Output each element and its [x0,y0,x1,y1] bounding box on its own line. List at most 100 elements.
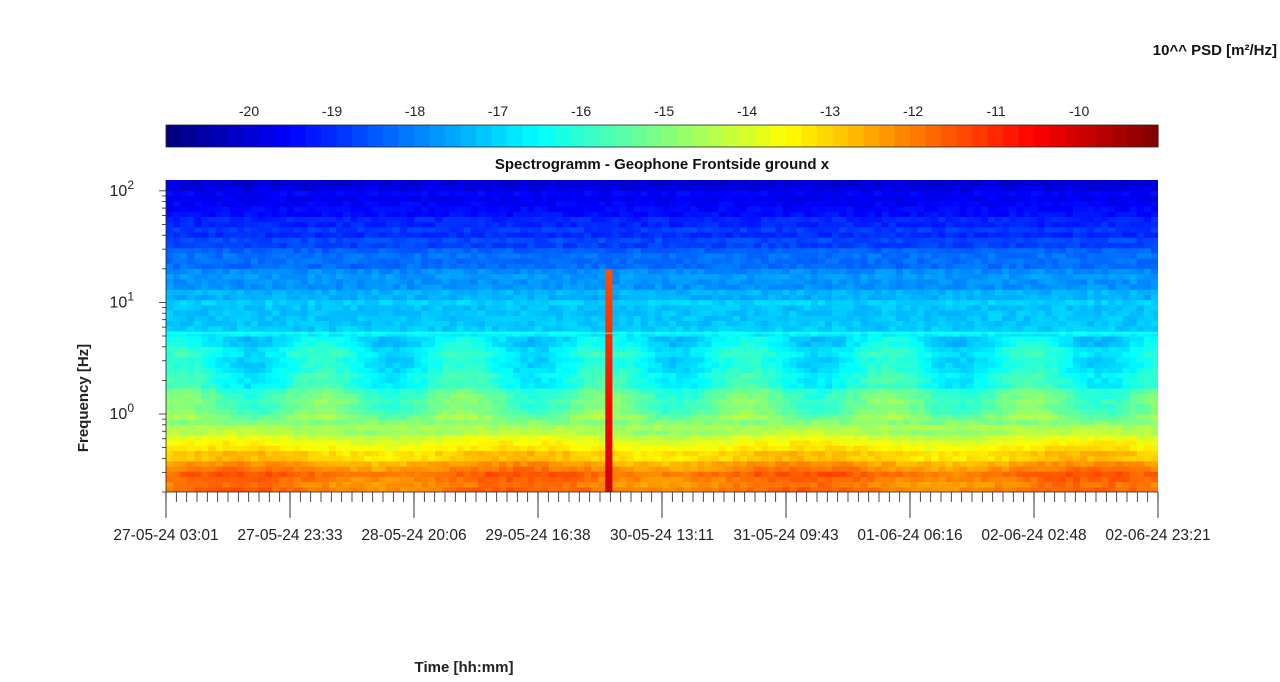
spectrogram-cell [272,352,280,358]
spectrogram-cell [520,227,528,233]
spectrogram-cell [414,201,422,207]
spectrogram-cell [683,300,691,306]
spectrogram-cell [329,196,337,202]
spectrogram-cell [244,190,252,196]
spectrogram-cell [676,435,684,441]
spectrogram-cell [286,216,294,222]
colorbar-segment [957,125,973,147]
spectrogram-cell [435,222,443,228]
spectrogram-cell [414,430,422,436]
spectrogram-cell [577,284,585,290]
spectrogram-cell [712,289,720,295]
spectrogram-cell [428,190,436,196]
spectrogram-cell [697,367,705,373]
colorbar-segment [507,125,523,147]
spectrogram-cell [364,300,372,306]
spectrogram-cell [520,476,528,482]
spectrogram-cell [648,430,656,436]
spectrogram-cell [428,222,436,228]
spectrogram-cell [457,201,465,207]
spectrogram-cell [322,268,330,274]
spectrogram-cell [329,456,337,462]
spectrogram-cell [627,404,635,410]
spectrogram-cell [442,461,450,467]
spectrogram-cell [563,294,571,300]
spectrogram-cell [683,185,691,191]
spectrogram-cell [449,305,457,311]
spectrogram-cell [357,216,365,222]
spectrogram-cell [676,388,684,394]
spectrogram-cell [180,440,188,446]
spectrogram-cell [705,263,713,269]
spectrogram-cell [364,352,372,358]
spectrogram-cell [379,326,387,332]
spectrogram-cell [336,227,344,233]
spectrogram-cell [315,263,323,269]
spectrogram-cell [733,435,741,441]
spectrogram-cell [641,248,649,254]
spectrogram-cell [350,237,358,243]
spectrogram-cell [322,414,330,420]
spectrogram-cell [407,305,415,311]
spectrogram-cell [478,341,486,347]
spectrogram-cell [194,450,202,456]
spectrogram-cell [556,227,564,233]
spectrogram-cell [435,289,443,295]
spectrogram-cell [506,326,514,332]
spectrogram-cell [627,445,635,451]
spectrogram-cell [435,482,443,488]
spectrogram-cell [414,409,422,415]
spectrogram-cell [726,237,734,243]
spectrogram-cell [343,310,351,316]
spectrogram-cell [407,404,415,410]
spectrogram-cell [619,456,627,462]
spectrogram-cell [634,398,642,404]
spectrogram-cell [534,378,542,384]
spectrogram-cell [279,279,287,285]
spectrogram-cell [612,336,620,342]
spectrogram-cell [286,294,294,300]
spectrogram-cell [648,196,656,202]
spectrogram-cell [173,440,181,446]
spectrogram-cell [577,268,585,274]
spectrogram-cell [336,253,344,259]
spectrogram-cell [457,211,465,217]
spectrogram-cell [393,190,401,196]
spectrogram-cell [457,326,465,332]
spectrogram-cell [173,180,181,186]
spectrogram-cell [457,180,465,186]
spectrogram-cell [286,336,294,342]
spectrogram-cell [322,320,330,326]
spectrogram-cell [542,284,550,290]
spectrogram-cell [570,383,578,389]
spectrogram-cell [180,419,188,425]
spectrogram-cell [173,445,181,451]
spectrogram-cell [549,398,557,404]
spectrogram-cell [705,242,713,248]
spectrogram-cell [393,378,401,384]
spectrogram-cell [336,185,344,191]
spectrogram-cell [301,352,309,358]
spectrogram-cell [350,310,358,316]
spectrogram-cell [386,393,394,399]
spectrogram-cell [584,216,592,222]
spectrogram-cell [506,440,514,446]
spectrogram-cell [435,440,443,446]
spectrogram-cell [697,482,705,488]
spectrogram-cell [209,232,217,238]
spectrogram-cell [279,435,287,441]
spectrogram-cell [697,232,705,238]
spectrogram-cell [577,294,585,300]
spectrogram-cell [478,440,486,446]
spectrogram-cell [485,440,493,446]
spectrogram-cell [655,232,663,238]
spectrogram-cell [662,471,670,477]
spectrogram-cell [591,211,599,217]
spectrogram-cell [329,414,337,420]
spectrogram-cell [634,367,642,373]
spectrogram-cell [329,435,337,441]
spectrogram-cell [230,227,238,233]
spectrogram-cell [379,346,387,352]
spectrogram-cell [230,414,238,420]
spectrogram-cell [584,404,592,410]
